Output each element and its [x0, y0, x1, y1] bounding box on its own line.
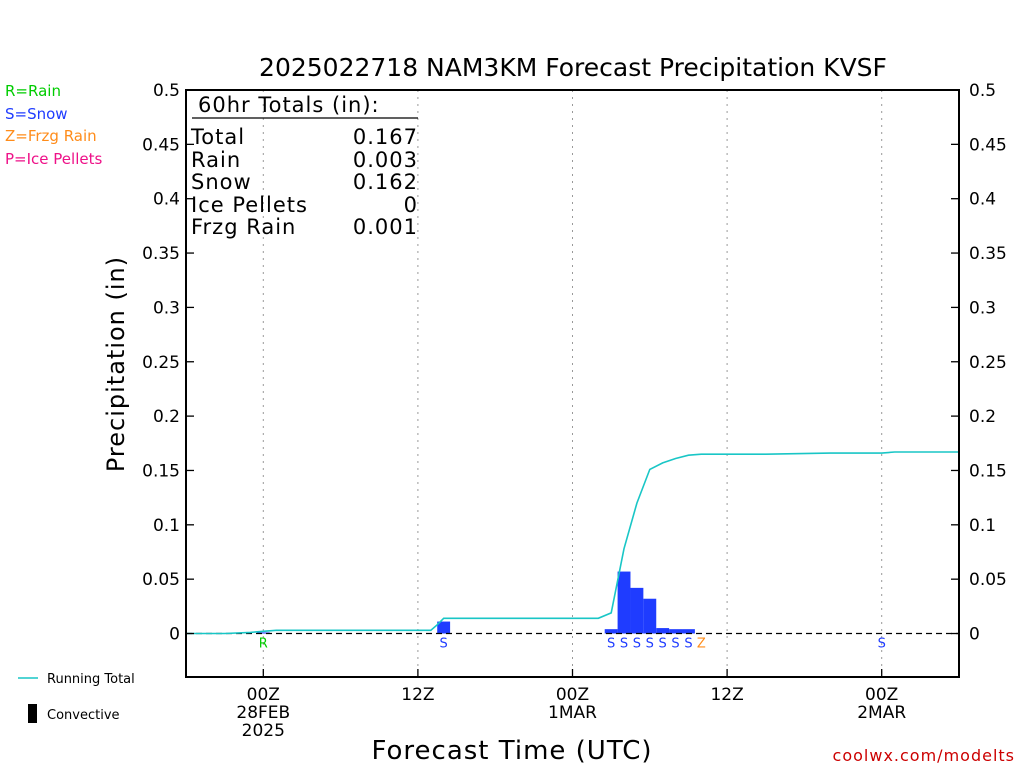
precip-bar: [256, 632, 270, 634]
y-tick-label-right: 0.35: [969, 244, 1007, 264]
chart-title: 2025022718 NAM3KM Forecast Precipitation…: [259, 53, 887, 82]
convective-legend-label: Convective: [47, 708, 120, 723]
x-tick-label: 12Z: [401, 685, 434, 705]
precip-type-mark: S: [878, 637, 886, 652]
running-total-line: [186, 451, 959, 635]
y-tick-label-left: 0.1: [153, 516, 180, 536]
precip-bar: [630, 587, 644, 634]
totals-box: 60hr Totals (in): Total 0.167 Rain 0.003…: [190, 93, 418, 239]
key-snow: S=Snow: [5, 105, 68, 123]
y-tick-label-left: 0.15: [142, 461, 180, 481]
x-tick-label: 28FEB: [236, 703, 290, 723]
y-tick-label-right: 0.05: [969, 570, 1007, 590]
y-tick-label-right: 0.2: [969, 407, 996, 427]
key-frzg-rain: Z=Frzg Rain: [5, 127, 97, 145]
precip-bar: [643, 598, 657, 634]
totals-frzg-value: 0.001: [353, 215, 418, 239]
x-tick-label: 1MAR: [548, 703, 597, 723]
totals-total-value: 0.167: [353, 125, 418, 149]
totals-ice-value: 0: [404, 193, 418, 217]
x-tick-label: 00Z: [556, 685, 589, 705]
totals-header: 60hr Totals (in):: [198, 93, 380, 117]
x-tick-label: 00Z: [865, 685, 898, 705]
y-tick-label-left: 0.4: [153, 190, 180, 210]
x-tick-label: 2MAR: [857, 703, 906, 723]
y-tick-label-left: 0.05: [142, 570, 180, 590]
y-tick-label-right: 0.15: [969, 461, 1007, 481]
y-tick-label-right: 0: [969, 625, 980, 645]
key-rain: R=Rain: [5, 82, 61, 100]
y-tick-label-right: 0.45: [969, 135, 1007, 155]
totals-rain-label: Rain: [191, 148, 241, 172]
precip-bar: [669, 629, 683, 634]
totals-frzg-label: Frzg Rain: [191, 215, 296, 239]
precip-type-mark: S: [646, 637, 654, 652]
y-tick-label-left: 0.2: [153, 407, 180, 427]
y-tick-label-left: 0.3: [153, 298, 180, 318]
precip-type-mark: S: [620, 637, 628, 652]
precip-type-mark: R: [259, 637, 268, 652]
y-tick-label-right: 0.4: [969, 190, 996, 210]
totals-snow-label: Snow: [191, 170, 252, 194]
y-tick-label-left: 0.35: [142, 244, 180, 264]
precip-type-mark: S: [684, 637, 692, 652]
precip-bar: [617, 571, 631, 634]
totals-total-label: Total: [190, 125, 245, 149]
y-tick-label-left: 0.5: [153, 81, 180, 101]
precip-type-mark: S: [440, 637, 448, 652]
x-tick-label: 12Z: [710, 685, 743, 705]
convective-legend-swatch: [28, 704, 37, 723]
y-tick-label-right: 0.3: [969, 298, 996, 318]
y-tick-label-right: 0.25: [969, 353, 1007, 373]
precip-bars: [256, 571, 695, 634]
precip-type-mark: Z: [697, 637, 706, 652]
running-total-legend-label: Running Total: [47, 672, 135, 687]
y-axis-ticks: 0 0 0.05 0.05 0.1 0.1 0.15 0.15 0.2 0.2 0.25 0.25 0.…: [142, 81, 1007, 645]
y-tick-label-right: 0.1: [969, 516, 996, 536]
credit-text: coolwx.com/modelts: [833, 746, 1015, 765]
precip-type-mark: S: [671, 637, 679, 652]
precip-bar: [656, 628, 670, 634]
precip-type-mark: S: [633, 637, 641, 652]
x-axis-label: Forecast Time (UTC): [371, 736, 652, 766]
precip-type-mark: S: [659, 637, 667, 652]
y-axis-label: Precipitation (in): [102, 256, 130, 472]
key-ice-pellets: P=Ice Pellets: [5, 150, 102, 168]
precip-type-mark: S: [607, 637, 615, 652]
precip-bar: [437, 621, 451, 634]
x-tick-label: 00Z: [247, 685, 280, 705]
y-tick-label-left: 0.25: [142, 353, 180, 373]
precip-bar: [604, 629, 618, 634]
y-tick-label-left: 0: [169, 625, 180, 645]
totals-rain-value: 0.003: [353, 148, 418, 172]
y-tick-label-right: 0.5: [969, 81, 996, 101]
totals-snow-value: 0.162: [353, 170, 418, 194]
precip-bar: [682, 629, 695, 634]
totals-ice-label: Ice Pellets: [191, 193, 308, 217]
y-tick-label-left: 0.45: [142, 135, 180, 155]
x-tick-label: 2025: [242, 721, 285, 741]
